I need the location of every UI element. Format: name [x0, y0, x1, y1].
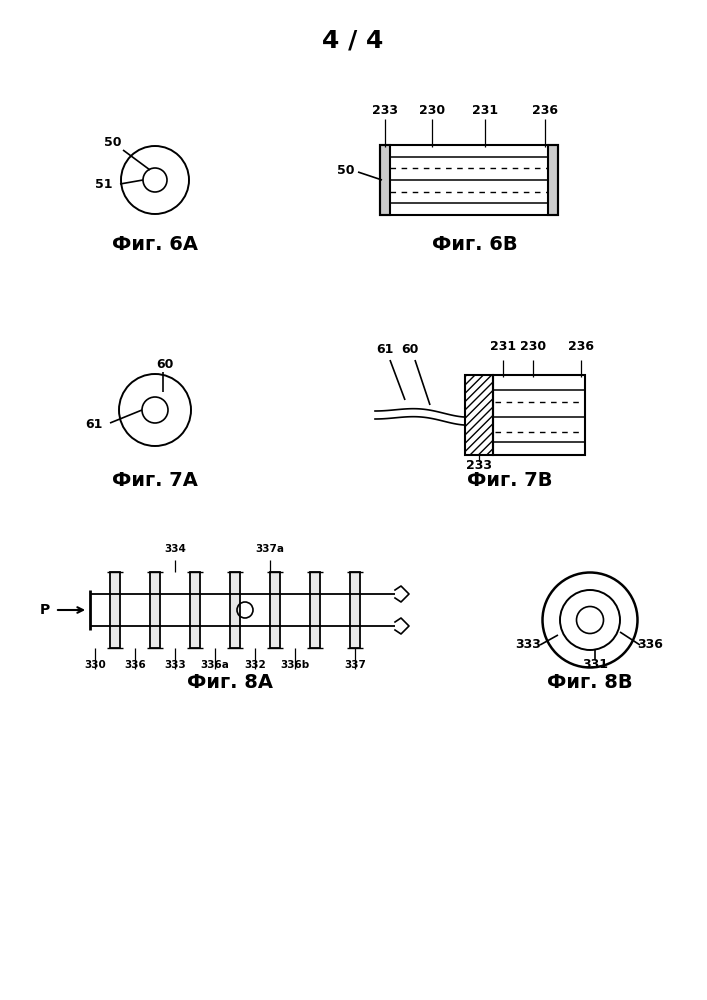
- Bar: [230, 572, 240, 648]
- Text: 336b: 336b: [281, 660, 310, 670]
- Text: 336a: 336a: [201, 660, 230, 670]
- Text: Фиг. 6B: Фиг. 6B: [432, 235, 518, 254]
- Text: 231: 231: [472, 104, 498, 117]
- Text: 336: 336: [124, 660, 146, 670]
- Text: 61: 61: [86, 418, 103, 432]
- Text: 336: 336: [637, 638, 663, 651]
- Bar: [548, 145, 558, 215]
- Text: P: P: [40, 603, 50, 617]
- Text: 60: 60: [156, 359, 174, 371]
- Text: Фиг. 8B: Фиг. 8B: [547, 672, 633, 692]
- Text: 4 / 4: 4 / 4: [322, 28, 384, 52]
- Text: 333: 333: [164, 660, 186, 670]
- Bar: [380, 145, 390, 215]
- Bar: [350, 572, 360, 648]
- Text: Фиг. 7A: Фиг. 7A: [112, 471, 198, 489]
- Text: 231: 231: [490, 340, 516, 353]
- Bar: [380, 145, 558, 215]
- Text: 330: 330: [84, 660, 106, 670]
- Bar: [110, 572, 120, 648]
- Text: 230: 230: [419, 104, 445, 117]
- Text: Фиг. 8A: Фиг. 8A: [187, 672, 273, 692]
- Text: 337: 337: [344, 660, 366, 670]
- Text: 233: 233: [372, 104, 398, 117]
- Text: 50: 50: [337, 163, 355, 176]
- Text: 236: 236: [568, 340, 594, 353]
- Text: 233: 233: [466, 459, 492, 472]
- Text: 60: 60: [402, 343, 419, 356]
- Text: 50: 50: [104, 135, 122, 148]
- Text: 236: 236: [532, 104, 558, 117]
- Text: 61: 61: [376, 343, 394, 356]
- Bar: [150, 572, 160, 648]
- Bar: [493, 375, 585, 455]
- Bar: [310, 572, 320, 648]
- Text: Фиг. 6A: Фиг. 6A: [112, 235, 198, 254]
- Text: 331: 331: [582, 658, 608, 671]
- Bar: [465, 375, 493, 455]
- Text: 51: 51: [95, 178, 113, 190]
- Text: 334: 334: [164, 544, 186, 554]
- Text: Фиг. 7B: Фиг. 7B: [467, 471, 553, 489]
- Text: 230: 230: [520, 340, 546, 353]
- Bar: [190, 572, 200, 648]
- Text: 337a: 337a: [255, 544, 284, 554]
- Text: 332: 332: [244, 660, 266, 670]
- Text: 333: 333: [515, 638, 541, 651]
- Bar: [270, 572, 280, 648]
